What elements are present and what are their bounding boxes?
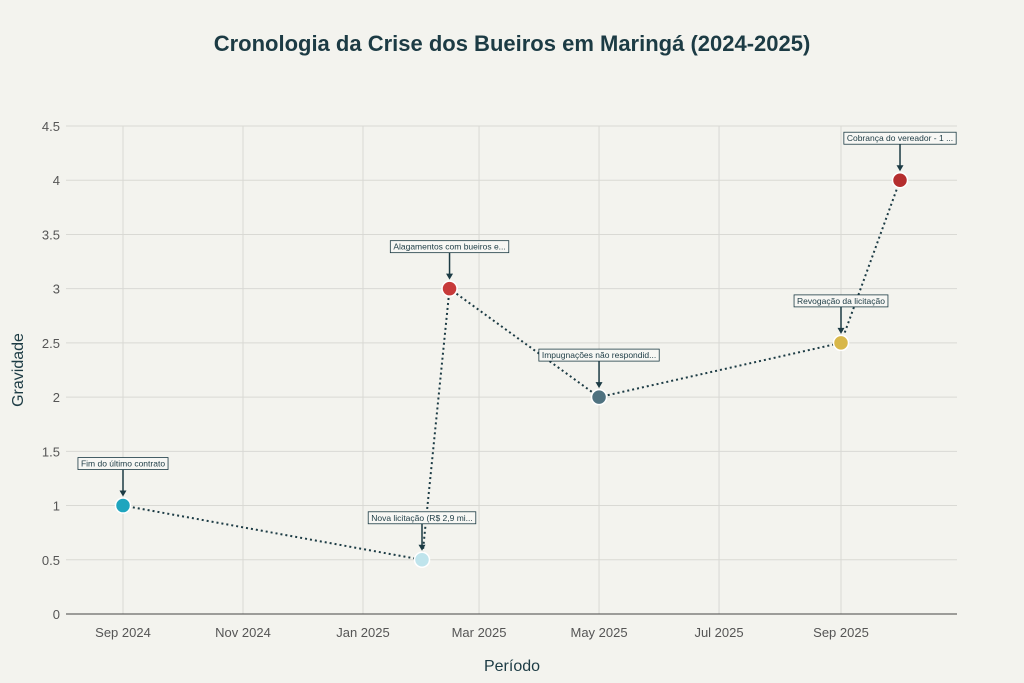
x-tick-label: Nov 2024 (215, 625, 271, 640)
annotation-arrowhead (446, 273, 454, 280)
annotation-arrowhead (837, 327, 845, 334)
x-tick-label: Sep 2025 (813, 625, 869, 640)
annotations: Fim do último contrato Nova licitação (R$… (77, 131, 957, 551)
x-tick-label: Jan 2025 (336, 625, 390, 640)
annotation-arrowhead (119, 490, 127, 497)
annotation-label: Impugnações não respondid... (542, 350, 656, 360)
data-point (114, 497, 132, 514)
y-tick-label: 4 (53, 173, 60, 188)
y-tick-label: 2.5 (42, 336, 60, 351)
annotation: Alagamentos com bueiros e... (389, 240, 510, 280)
y-tick-label: 2 (53, 390, 60, 405)
annotation-label: Alagamentos com bueiros e... (393, 242, 505, 252)
y-tick-label: 3 (53, 282, 60, 297)
x-tick-label: Jul 2025 (694, 625, 743, 640)
y-axis-label: Gravidade (10, 333, 27, 407)
data-point (832, 334, 850, 352)
annotation-arrowhead (418, 544, 426, 551)
annotation: Fim do último contrato (77, 457, 169, 497)
series-line (122, 179, 901, 561)
y-tick-label: 4.5 (42, 119, 60, 134)
x-tick-label: Sep 2024 (95, 625, 151, 640)
annotation: Revogação da licitação (793, 294, 889, 334)
annotation-label: Cobrança do vereador - 1 ... (847, 133, 953, 143)
tick-labels: 0 0.5 1 1.5 2 2.5 3 3.5 4 4.5 Sep 2024 Nov 2024 Jan … (42, 119, 869, 640)
data-point (413, 551, 431, 569)
y-tick-label: 3.5 (42, 227, 60, 242)
y-tick-label: 0.5 (42, 553, 60, 568)
data-point (590, 388, 608, 406)
y-tick-label: 0 (53, 607, 60, 622)
annotation-label: Nova licitação (R$ 2,9 mi... (371, 513, 473, 523)
annotation-arrowhead (595, 382, 603, 389)
grid (66, 125, 957, 614)
y-tick-label: 1.5 (42, 444, 60, 459)
annotation-label: Revogação da licitação (797, 296, 885, 306)
annotation: Nova licitação (R$ 2,9 mi... (367, 511, 477, 551)
annotation-label: Fim do último contrato (81, 459, 165, 469)
annotation: Impugnações não respondid... (538, 348, 660, 389)
annotation: Cobrança do vereador - 1 ... (843, 131, 957, 172)
x-tick-label: Mar 2025 (452, 625, 507, 640)
y-tick-label: 1 (53, 499, 60, 514)
data-points (114, 171, 909, 569)
data-point (441, 280, 458, 297)
connecting-line (122, 179, 901, 561)
chart-title: Cronologia da Crise dos Bueiros em Marin… (214, 31, 811, 56)
data-point (891, 171, 909, 189)
x-tick-label: May 2025 (570, 625, 627, 640)
annotation-arrowhead (896, 165, 904, 172)
x-axis-label: Período (484, 658, 540, 675)
